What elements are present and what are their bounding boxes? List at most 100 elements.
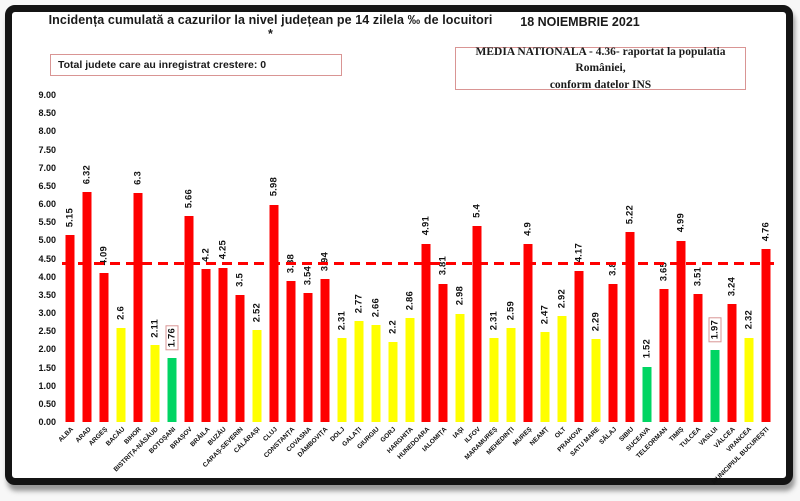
bar-column: 5.66 BRAȘOV [169,95,198,451]
y-tick-label: 1.00 [38,380,56,391]
bar-value-text: 3.81 [437,256,449,276]
bar [252,330,262,422]
national-average-line [62,262,774,266]
national-average-line1: MEDIA NATIONALA - 4.36- raportat la popu… [475,45,726,75]
bar-value-text: 2.47 [539,304,551,325]
bar [133,193,143,422]
bar [269,204,279,422]
national-average-line2: conform datelor INS [549,78,652,91]
y-tick-label: 8.00 [38,126,56,137]
bar [472,225,482,422]
y-tick-label: 0.50 [38,398,56,409]
y-tick-label: 2.00 [38,344,56,355]
bar [201,269,211,422]
bar-value-label: 4.9 [523,222,534,241]
bar-value-label: 1.76 [165,324,179,355]
bar-value-label: 1.52 [641,339,652,363]
bar-value-label: 1.97 [708,317,722,347]
bar [235,294,245,422]
bar-value-label: 4.25 [218,240,229,264]
bar-column: 4.2 BRĂILA [189,95,215,449]
bar-value-label: 2.86 [404,291,415,315]
bar-value-text: 3.24 [726,276,738,297]
y-tick-label: 9.00 [38,90,56,100]
y-tick-label: 7.50 [38,144,56,155]
bar-value-text: 4.99 [675,213,687,233]
bar-value-text: 5.98 [268,177,280,197]
bar-value-label: 6.32 [82,165,93,189]
bar [608,283,618,422]
bar [150,345,160,422]
bar-value-text: 5.4 [471,204,483,218]
bar [761,249,771,422]
bar [438,283,448,422]
y-tick-label: 3.00 [38,308,56,318]
bar [218,267,228,422]
bar [320,278,330,422]
bar-column: 3.5 CARAȘ-SEVERIN [202,95,249,469]
bar [557,315,567,422]
bar-value-text: 2.59 [505,300,517,320]
bar [523,243,533,422]
bar-value-text: 5.66 [183,189,195,209]
bar [659,289,669,422]
bar-column: 5.22 SIBIU [618,95,638,443]
bar-value-text: 1.97 [708,317,722,343]
bar-column: 1.76 BOTOȘANI [148,95,181,455]
bar-value-label: 2.66 [370,298,381,322]
bar [744,337,754,422]
bar-column: 2.66 GIURGIU [356,95,384,451]
bar-value-text: 4.17 [573,243,585,263]
bar [727,304,737,422]
bar-value-text: 2.6 [115,305,127,320]
bar-value-text: 2.86 [404,290,416,311]
bar-value-label: 3.65 [658,262,669,286]
bar-column: 2.6 BACĂU [105,95,130,448]
bar-value-text: 4.25 [217,240,229,260]
bar-value-text: 2.29 [590,311,602,331]
bar-value-label: 4.99 [675,213,686,237]
bar [286,281,296,422]
total-increase-text: Total judete care au inregistrat crester… [58,59,267,71]
bar-value-text: 2.11 [149,318,161,338]
y-tick-label: 7.00 [38,162,56,173]
y-tick-label: 6.50 [38,180,56,191]
bar-value-label: 3.54 [302,266,313,290]
bar-column: 3.54 COVASNA [285,95,316,454]
national-average-box: MEDIA NATIONALA - 4.36- raportat la popu… [455,45,746,91]
bar-value-label: 5.98 [268,177,279,201]
bar-value-text: 6.3 [132,171,144,186]
bar-value-label: 2.6 [116,306,127,325]
bar-value-label: 2.98 [455,286,466,310]
bar-column: 2.31 MARAMUREȘ [464,95,503,462]
total-increase-box: Total judete care au inregistrat crester… [50,54,342,76]
bar-value-label: 2.31 [489,311,500,335]
bar-column: 2.47 NEAMȚ [529,95,554,447]
bar-value-label: 2.52 [251,303,262,327]
y-tick-label: 1.50 [38,362,56,373]
y-tick-label: 4.00 [38,271,56,282]
y-tick-label: 4.50 [38,253,56,264]
y-tick-label: 0.00 [38,417,56,427]
bar-column: 4.17 PRAHOVA [556,95,588,453]
bar [710,350,720,422]
bar-column: 4.9 MUREȘ [512,95,537,447]
bar [167,358,177,422]
bar-value-label: 2.77 [353,294,364,318]
bar-value-text: 2.31 [488,310,500,331]
bar-column: 3.24 VÂLCEA [713,95,740,450]
bar-value-label: 2.47 [540,305,551,329]
bar [388,342,398,422]
bar-value-label: 2.59 [506,301,517,325]
bar-column: 3.65 TELEORMAN [635,95,672,460]
bar-value-label: 5.66 [184,189,195,213]
y-tick-label: 3.50 [38,289,56,300]
bar-value-text: 4.2 [200,247,212,262]
bar [303,293,313,422]
bar-value-text: 4.9 [522,222,534,236]
y-tick-label: 8.50 [38,108,56,119]
bar-column: 3.94DÂMBOVIȚA [297,95,333,459]
bar-value-label: 3.5 [234,273,245,292]
bar-value-text: 1.52 [641,339,653,359]
